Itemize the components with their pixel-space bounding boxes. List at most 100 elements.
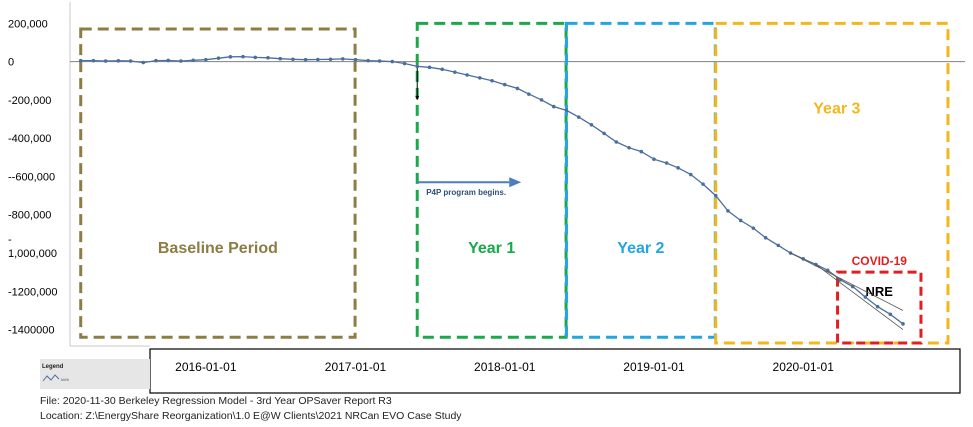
program-start-marker: [415, 95, 420, 100]
period-box: [714, 21, 950, 345]
data-point: [328, 57, 333, 62]
data-point: [688, 172, 693, 177]
program-annotation-label: P4P program begins.: [426, 188, 506, 197]
data-point: [103, 59, 108, 63]
data-point: [527, 92, 531, 96]
y-tick-label: -800,000: [8, 210, 51, 222]
footer-file: File: 2020-11-30 Berkeley Regression Mod…: [40, 395, 392, 407]
data-point: [602, 131, 606, 136]
period-box: [415, 21, 568, 339]
data-point: [316, 57, 320, 62]
data-point: [353, 57, 358, 62]
y-tick-label: 0: [8, 57, 14, 69]
data-point: [228, 55, 233, 59]
y-tick-label: --600,000: [8, 171, 55, 183]
data-point: [589, 122, 594, 127]
data-point: [128, 59, 133, 63]
y-tick-prefix: -: [8, 234, 12, 246]
data-point: [490, 78, 494, 83]
data-point: [576, 115, 581, 119]
data-point: [390, 59, 395, 64]
x-tick-label: 2020-01-01: [773, 360, 835, 374]
data-point: [639, 149, 644, 154]
trend-line: [790, 252, 904, 311]
data-point: [901, 322, 905, 326]
data-point: [453, 70, 457, 74]
data-point: [154, 58, 158, 63]
data-point: [676, 166, 680, 170]
data-point: [179, 59, 183, 63]
program-arrow-head: [509, 177, 522, 188]
data-point: [415, 64, 420, 69]
data-point: [377, 59, 382, 63]
period-sublabel: NRE: [866, 284, 894, 299]
data-point: [701, 182, 705, 186]
data-point: [888, 312, 893, 317]
data-point: [241, 54, 245, 59]
x-tick-label: 2018-01-01: [474, 360, 536, 374]
data-point: [726, 209, 730, 213]
y-tick-label: -400,000: [8, 133, 51, 145]
legend-title: Legend: [42, 364, 64, 370]
data-point: [551, 104, 556, 109]
data-point: [875, 304, 880, 309]
trend-line: [815, 264, 904, 330]
period-box: [564, 21, 717, 339]
legend: Legend kWh: [40, 359, 150, 389]
data-point: [502, 82, 507, 87]
y-tick-label: -1400000: [8, 325, 55, 337]
period-label: COVID-19: [852, 254, 908, 268]
data-point: [402, 61, 407, 66]
data-point: [266, 55, 270, 60]
data-point: [627, 145, 631, 150]
y-tick-label: -1200,000: [8, 286, 58, 298]
period-box: [79, 27, 357, 339]
data-point: [366, 58, 370, 63]
data-point: [166, 58, 171, 63]
data-point: [614, 140, 619, 144]
data-point: [116, 59, 121, 63]
data-point: [515, 86, 520, 91]
data-point: [291, 57, 295, 62]
data-point: [564, 108, 569, 113]
legend-line-icon: kWh: [42, 374, 69, 382]
period-box: [836, 270, 923, 345]
data-point: [216, 56, 221, 60]
data-point: [427, 65, 432, 70]
data-point: [664, 161, 669, 165]
data-point: [477, 76, 482, 80]
x-tick-label: 2019-01-01: [623, 360, 685, 374]
period-label: Year 2: [617, 240, 664, 257]
data-point: [141, 60, 146, 65]
x-tick-label: 2017-01-01: [325, 360, 387, 374]
data-point: [278, 56, 283, 61]
data-point: [652, 157, 656, 162]
data-point: [303, 57, 308, 62]
data-point: [751, 226, 756, 230]
data-point: [738, 218, 743, 223]
data-point: [763, 235, 768, 240]
data-point: [465, 73, 469, 77]
y-tick-label: -200,000: [8, 95, 51, 107]
period-label: Year 1: [468, 240, 515, 257]
data-point: [253, 55, 258, 60]
data-point: [440, 67, 444, 72]
data-point: [341, 57, 345, 61]
footer-location: Location: Z:\EnergyShare Reorganization\…: [40, 410, 462, 422]
y-tick-label: 200,000: [8, 18, 48, 30]
data-point: [713, 193, 718, 198]
period-label: Year 3: [813, 100, 860, 117]
x-axis-box: [149, 348, 961, 394]
data-point: [863, 295, 868, 299]
data-point: [91, 58, 96, 63]
y-tick-label: 1,000,000: [8, 248, 57, 260]
data-point: [204, 57, 208, 62]
data-point: [539, 98, 544, 102]
data-point: [191, 58, 195, 63]
period-label: Baseline Period: [158, 240, 278, 257]
data-point: [78, 58, 83, 63]
legend-entry: kWh: [61, 377, 69, 382]
x-tick-label: 2016-01-01: [175, 360, 237, 374]
data-point: [776, 243, 781, 248]
